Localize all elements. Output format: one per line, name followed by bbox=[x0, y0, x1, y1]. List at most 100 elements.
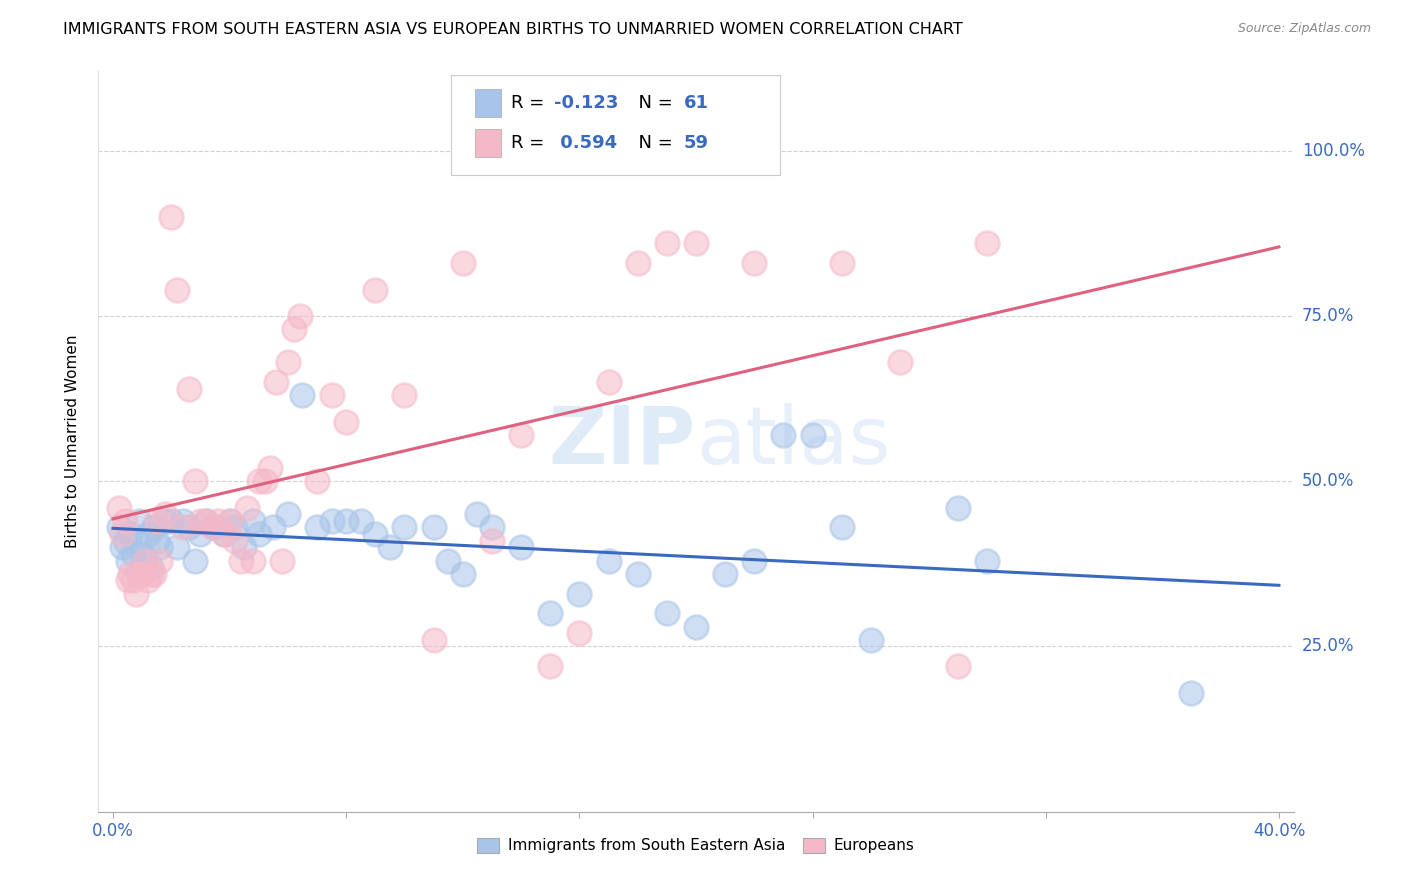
Point bbox=[262, 520, 284, 534]
Text: atlas: atlas bbox=[696, 402, 890, 481]
Point bbox=[976, 236, 998, 251]
Point bbox=[422, 520, 444, 534]
Point bbox=[131, 566, 153, 581]
Point bbox=[364, 527, 387, 541]
Point bbox=[976, 553, 998, 567]
Point bbox=[125, 533, 148, 548]
Point bbox=[224, 520, 246, 534]
Point bbox=[160, 210, 183, 224]
Point bbox=[108, 500, 131, 515]
Point bbox=[422, 632, 444, 647]
Point bbox=[125, 586, 148, 600]
Point bbox=[264, 375, 287, 389]
Point bbox=[568, 626, 591, 640]
Point bbox=[111, 527, 134, 541]
Point bbox=[247, 527, 270, 541]
Point bbox=[122, 547, 145, 561]
Point bbox=[177, 520, 200, 534]
Point bbox=[510, 541, 533, 555]
Point bbox=[172, 520, 194, 534]
Point bbox=[772, 428, 794, 442]
Point bbox=[128, 566, 150, 581]
Text: 50.0%: 50.0% bbox=[1302, 472, 1354, 491]
Text: 59: 59 bbox=[685, 134, 709, 153]
Point bbox=[394, 388, 416, 402]
Text: ZIP: ZIP bbox=[548, 402, 696, 481]
Point bbox=[155, 514, 177, 528]
Text: N =: N = bbox=[627, 134, 678, 153]
Point bbox=[242, 514, 264, 528]
Point bbox=[598, 375, 620, 389]
Point bbox=[335, 514, 357, 528]
Point bbox=[451, 256, 474, 270]
Point bbox=[538, 659, 561, 673]
Point bbox=[111, 541, 134, 555]
Point bbox=[742, 256, 765, 270]
Point bbox=[195, 514, 218, 528]
Point bbox=[134, 553, 156, 567]
Point bbox=[364, 283, 387, 297]
Text: IMMIGRANTS FROM SOUTH EASTERN ASIA VS EUROPEAN BIRTHS TO UNMARRIED WOMEN CORRELA: IMMIGRANTS FROM SOUTH EASTERN ASIA VS EU… bbox=[63, 22, 963, 37]
Point bbox=[655, 236, 678, 251]
Point bbox=[1180, 686, 1202, 700]
Point bbox=[212, 527, 235, 541]
Point bbox=[117, 574, 139, 588]
Point bbox=[437, 553, 460, 567]
Text: -0.123: -0.123 bbox=[554, 95, 619, 112]
Point bbox=[142, 520, 165, 534]
Point bbox=[451, 566, 474, 581]
Point bbox=[207, 514, 229, 528]
Point bbox=[149, 541, 172, 555]
Point bbox=[183, 474, 205, 488]
Point bbox=[350, 514, 373, 528]
Point bbox=[134, 553, 156, 567]
Point bbox=[253, 474, 276, 488]
Point bbox=[120, 527, 142, 541]
Point bbox=[195, 514, 218, 528]
Point bbox=[305, 520, 328, 534]
Text: 75.0%: 75.0% bbox=[1302, 307, 1354, 325]
Point bbox=[627, 256, 650, 270]
Point bbox=[236, 500, 259, 515]
Point bbox=[714, 566, 737, 581]
Point bbox=[122, 574, 145, 588]
Point bbox=[145, 514, 167, 528]
Point bbox=[598, 553, 620, 567]
Point bbox=[190, 514, 212, 528]
Point bbox=[117, 553, 139, 567]
Point bbox=[218, 514, 240, 528]
Point bbox=[291, 388, 314, 402]
Text: R =: R = bbox=[510, 134, 550, 153]
Point bbox=[568, 586, 591, 600]
Point bbox=[378, 541, 401, 555]
Point bbox=[742, 553, 765, 567]
Point bbox=[172, 514, 194, 528]
Point bbox=[948, 500, 970, 515]
Text: 0.594: 0.594 bbox=[554, 134, 617, 153]
Point bbox=[155, 508, 177, 522]
Point bbox=[190, 527, 212, 541]
Point bbox=[120, 566, 142, 581]
Point bbox=[510, 428, 533, 442]
Point bbox=[149, 553, 172, 567]
Point bbox=[831, 256, 853, 270]
Point bbox=[481, 520, 503, 534]
Point bbox=[321, 388, 343, 402]
Point bbox=[305, 474, 328, 488]
Point bbox=[685, 619, 707, 633]
Point bbox=[394, 520, 416, 534]
Point bbox=[277, 508, 299, 522]
Text: R =: R = bbox=[510, 95, 550, 112]
Point bbox=[859, 632, 882, 647]
Point bbox=[231, 553, 253, 567]
Point bbox=[114, 514, 136, 528]
Point bbox=[481, 533, 503, 548]
Point bbox=[321, 514, 343, 528]
FancyBboxPatch shape bbox=[451, 75, 780, 175]
Point bbox=[627, 566, 650, 581]
Point bbox=[218, 514, 240, 528]
Point bbox=[142, 566, 165, 581]
Point bbox=[177, 382, 200, 396]
Point bbox=[655, 607, 678, 621]
Point bbox=[136, 574, 159, 588]
